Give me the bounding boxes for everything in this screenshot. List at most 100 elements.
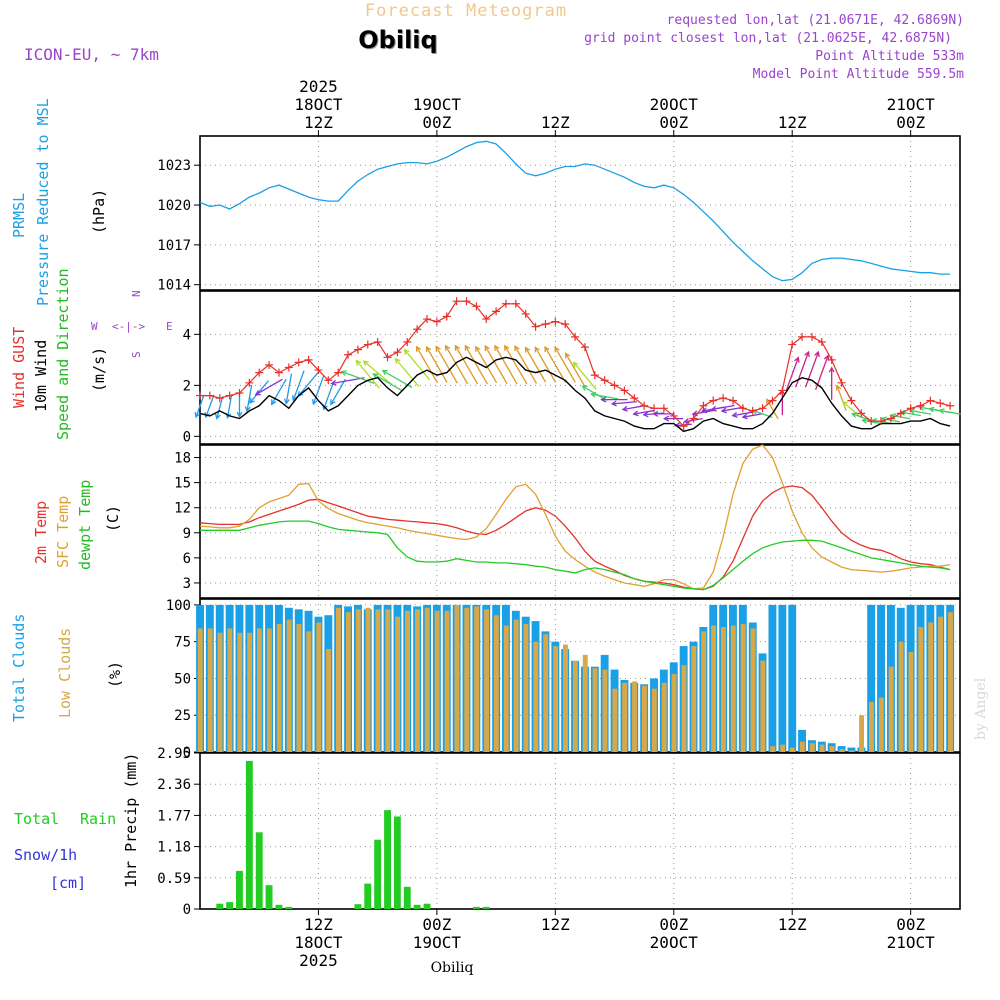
wind-gust-marker (521, 309, 530, 318)
wind-arrow-head (794, 356, 800, 363)
wind-gust-marker (561, 320, 570, 329)
wind-direction-arrow (416, 346, 438, 384)
wind-gust-marker (492, 307, 501, 316)
pressure-label-prmsl: PRMSL (10, 193, 28, 238)
wind-arrow-head (372, 373, 379, 379)
wind-direction-arrow (330, 378, 346, 405)
wind-label-gust: Wind GUST (10, 327, 28, 408)
precip-label-rain: Rain (80, 810, 116, 828)
low-cloud-bar (632, 681, 637, 752)
wind-direction-arrow (355, 360, 380, 389)
wind-direction-arrow (404, 349, 431, 381)
wind-gust-marker (620, 386, 629, 395)
wind-arrow-head (861, 417, 868, 424)
low-cloud-bar (928, 622, 934, 752)
wind-direction-arrow (246, 384, 253, 412)
wind-gust-marker (383, 353, 392, 362)
wind-direction-arrow (445, 345, 469, 385)
time-label-bottom: 21OCT (887, 933, 936, 952)
wind-direction-arrow (633, 409, 655, 415)
wind-direction-arrow (426, 346, 448, 383)
clouds-tick-label: 50 (174, 671, 191, 687)
low-cloud-bar (266, 628, 272, 752)
low-cloud-bar (592, 668, 598, 752)
low-cloud-bar (503, 625, 509, 752)
point-altitude: Point Altitude 533m (815, 49, 964, 64)
wind-gust-marker (423, 315, 432, 324)
wind-direction-arrow (909, 409, 932, 415)
temperature-panel: 3 6 9 12 15 18 (174, 444, 961, 599)
wind-gust-marker (768, 396, 777, 405)
low-cloud-bar (760, 660, 766, 752)
low-cloud-bar (454, 604, 460, 752)
wind-direction-arrow (331, 377, 365, 385)
wind-arrow-head (381, 369, 388, 376)
time-label-top: 2025 (299, 77, 338, 96)
wind-gust-marker (728, 396, 737, 405)
precip-bar (472, 906, 480, 909)
precip-bar (245, 760, 253, 909)
wind-direction-arrow (255, 378, 283, 396)
wind-tick-label: 0 (183, 429, 191, 445)
wind-gust-marker (363, 340, 372, 349)
low-cloud-bar (849, 750, 855, 752)
low-cloud-bar (197, 628, 203, 752)
low-cloud-bar (276, 624, 282, 752)
total-cloud-bar (837, 746, 846, 752)
wind-gust-marker (590, 371, 599, 380)
wind-gust-marker (334, 368, 343, 377)
wind-gust-marker (403, 338, 412, 346)
wind-gust-marker (413, 325, 422, 334)
compass-e: E (166, 320, 173, 333)
low-cloud-bar (207, 628, 213, 752)
wind-direction-arrow (395, 358, 420, 388)
pressure-label-msl: Pressure Reduced to MSL (34, 98, 52, 306)
wind-arrow-head (464, 344, 470, 351)
wind-gust-marker (511, 299, 520, 308)
temperature-labels: 2m Temp SFC Temp dewpt Temp (C) (32, 480, 122, 570)
precip-label-cm: [cm] (50, 874, 86, 892)
wind-direction-arrow (312, 376, 325, 405)
low-cloud-bar (493, 615, 499, 752)
wind-gust-marker (265, 360, 274, 369)
wind-arrow-head (214, 413, 221, 420)
low-cloud-bar (691, 646, 697, 752)
low-cloud-bar (888, 666, 894, 752)
wind-arrow-head (340, 370, 347, 376)
low-cloud-bar (286, 619, 292, 752)
low-cloud-bar (247, 632, 253, 752)
compass-w: W (91, 320, 98, 333)
pressure-panel: 1014 1017 1020 1023 (157, 135, 961, 294)
wind-direction-arrow (514, 345, 537, 384)
temp-dewpoint-line (200, 520, 951, 591)
low-cloud-bar (809, 743, 815, 752)
pressure-labels: PRMSL Pressure Reduced to MSL (hPa) (10, 98, 108, 306)
precip-bar (255, 832, 263, 909)
wind-direction-arrow (544, 346, 567, 383)
temp-label-sfc: SFC Temp (54, 496, 72, 568)
precip-label-snow: Snow/1h (14, 846, 77, 864)
wind-gust-marker (462, 297, 471, 306)
wind-gust-marker (472, 302, 481, 311)
precip-bar (364, 883, 372, 909)
low-cloud-bar (799, 741, 805, 752)
low-cloud-bar (770, 746, 776, 752)
low-cloud-bar (859, 715, 864, 752)
low-cloud-bar (553, 646, 559, 752)
wind-gust-marker (501, 299, 510, 308)
wind-direction-arrow (591, 393, 619, 400)
wind-gust-marker (600, 376, 609, 385)
wind-direction-arrow (900, 411, 921, 417)
low-cloud-bar (938, 616, 943, 752)
wind-gust-marker (274, 368, 283, 377)
low-cloud-bar (622, 682, 628, 752)
low-cloud-bar (543, 634, 549, 752)
wind-arrow-head (589, 391, 597, 398)
precip-tick-label: 0.59 (157, 871, 191, 887)
precip-bar (403, 886, 411, 909)
wind-labels: Wind GUST 10m Wind Speed and Direction (… (10, 268, 173, 440)
time-label-bottom: 00Z (659, 915, 688, 934)
wind-direction-arrow (534, 347, 557, 383)
low-cloud-bar (474, 606, 480, 752)
low-cloud-bar (671, 674, 677, 752)
